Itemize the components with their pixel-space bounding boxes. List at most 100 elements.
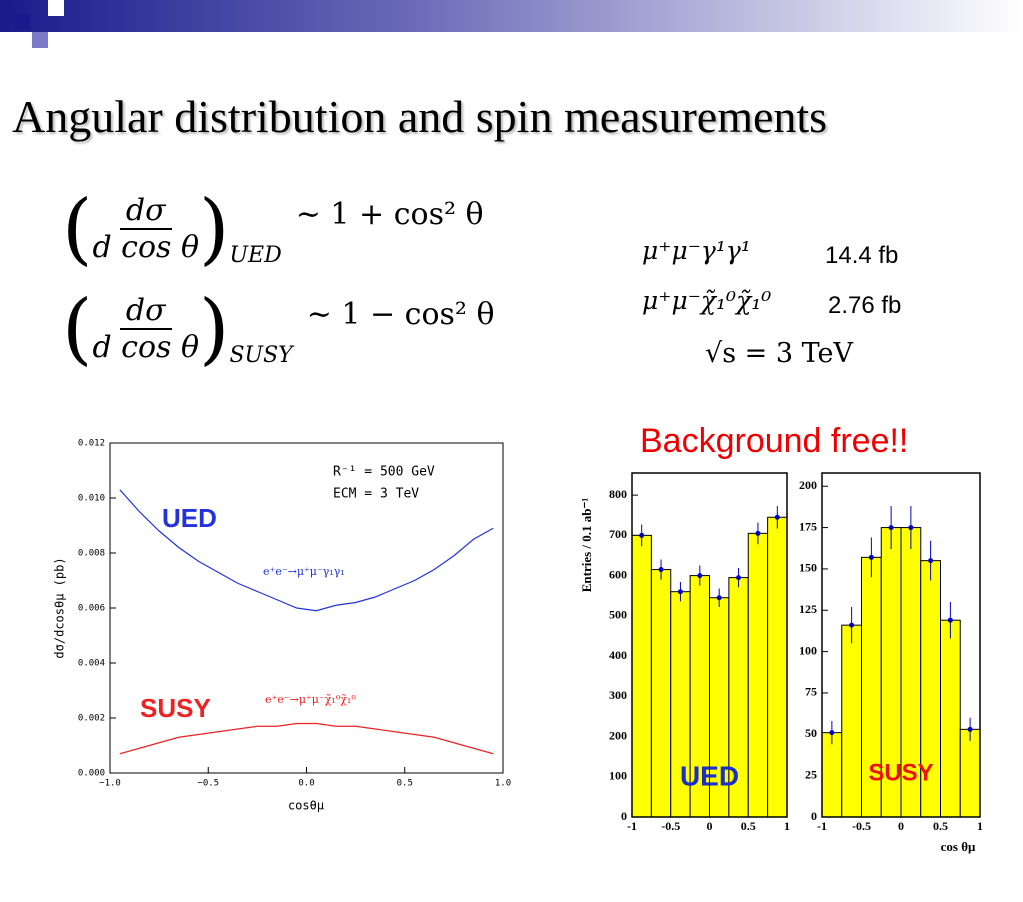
process: μ⁺μ⁻χ̃₁⁰χ̃₁⁰ — [642, 286, 772, 315]
x-tick-label: -1 — [627, 819, 637, 833]
data-point — [928, 558, 934, 564]
y-axis-label: Entries / 0.1 ab⁻¹ — [579, 498, 594, 593]
data-point — [849, 622, 855, 628]
bar — [747, 532, 769, 818]
y-tick-label: 75 — [805, 685, 817, 699]
bar — [959, 728, 981, 818]
subscript: UED — [229, 243, 282, 268]
bar — [940, 619, 961, 818]
plot-frame — [821, 472, 981, 818]
y-tick-label: 0 — [621, 809, 627, 823]
bar — [767, 516, 788, 818]
y-tick-label: 25 — [805, 767, 817, 781]
denominator: d cos θ — [92, 330, 200, 365]
data-point — [736, 575, 742, 581]
plot-frame — [109, 442, 504, 774]
y-axis-label: dσ/dcosθμ (pb) — [53, 557, 67, 658]
y-tick-label: 600 — [609, 567, 627, 581]
chart-label: UED — [680, 760, 739, 791]
annotation: R⁻¹ = 500 GeV — [333, 465, 435, 480]
subscript: SUSY — [229, 343, 293, 368]
y-tick-label: 125 — [799, 602, 817, 616]
data-point — [716, 595, 722, 601]
y-tick-label: 400 — [609, 648, 627, 662]
bar — [650, 569, 672, 818]
formula: (dσ d cos θ) UED ∼ 1 + cos² θ — [62, 184, 484, 274]
y-tick-label: 100 — [609, 769, 627, 783]
y-tick-label: 0 — [811, 809, 817, 823]
bar — [841, 624, 862, 818]
x-tick-label: 0.5 — [933, 819, 948, 833]
data-point — [697, 573, 703, 579]
x-axis-label: cos θμ — [941, 839, 976, 854]
y-tick-label: 175 — [799, 519, 817, 533]
chart-label: SUSY — [868, 759, 933, 786]
data-line — [119, 489, 494, 612]
y-tick-label: 0.006 — [78, 604, 105, 614]
data-point — [888, 525, 894, 531]
title: Angular distribution and spin measuremen… — [12, 91, 828, 142]
x-tick-label: −1.0 — [99, 779, 121, 789]
bar — [631, 534, 652, 818]
series-label: UED — [162, 503, 217, 533]
callout: Background free!! — [640, 422, 909, 460]
y-tick-label: 200 — [609, 728, 627, 742]
y-tick-label: 100 — [799, 643, 817, 657]
formula: (dσ d cos θ) SUSY ∼ 1 − cos² θ — [62, 284, 495, 374]
cross-section: 2.76 fb — [828, 292, 902, 319]
data-point — [829, 730, 835, 736]
x-tick-label: 1.0 — [495, 779, 511, 789]
x-tick-label: 0 — [707, 819, 713, 833]
process: μ⁺μ⁻γ¹γ¹ — [642, 236, 751, 265]
data-point — [868, 554, 874, 560]
data-point — [908, 525, 914, 531]
data-point — [774, 514, 780, 520]
energy: √s = 3 TeV — [705, 338, 853, 369]
x-tick-label: -0.5 — [661, 819, 680, 833]
series-label: SUSY — [140, 693, 211, 723]
y-tick-label: 0.010 — [78, 494, 105, 504]
y-tick-label: 500 — [609, 608, 627, 622]
x-tick-label: 0 — [898, 819, 904, 833]
y-tick-label: 0.000 — [78, 769, 105, 779]
y-tick-label: 700 — [609, 527, 627, 541]
bar — [821, 732, 843, 818]
y-tick-label: 0.004 — [78, 659, 105, 669]
relation: ∼ 1 + cos² θ — [295, 196, 484, 232]
data-point — [967, 726, 973, 732]
data-point — [658, 567, 664, 573]
x-tick-label: 1 — [977, 819, 983, 833]
relation: ∼ 1 − cos² θ — [306, 296, 495, 332]
x-tick-label: -0.5 — [852, 819, 871, 833]
y-tick-label: 300 — [609, 688, 627, 702]
y-tick-label: 0.008 — [78, 549, 105, 559]
data-point — [947, 617, 953, 623]
header-bar — [0, 0, 1023, 32]
y-tick-label: 150 — [799, 561, 817, 575]
x-tick-label: −0.5 — [197, 779, 219, 789]
deco — [14, 14, 30, 30]
data-point — [677, 589, 683, 595]
x-tick-label: 0.5 — [397, 779, 413, 789]
y-tick-label: 50 — [805, 726, 817, 740]
x-axis-label: cosθμ — [288, 799, 324, 813]
x-tick-label: 1 — [784, 819, 790, 833]
y-tick-label: 0.012 — [78, 439, 105, 449]
data-line — [119, 722, 494, 755]
y-tick-label: 800 — [609, 487, 627, 501]
numerator: dσ — [119, 293, 172, 330]
deco — [32, 32, 48, 48]
data-point — [639, 532, 645, 538]
y-tick-label: 200 — [799, 478, 817, 492]
annotation: ECM = 3 TeV — [333, 487, 419, 502]
cross-section: 14.4 fb — [825, 242, 899, 269]
x-tick-label: -1 — [817, 819, 827, 833]
y-tick-label: 0.002 — [78, 714, 105, 724]
data-point — [755, 530, 761, 536]
x-tick-label: 0.0 — [298, 779, 314, 789]
deco — [48, 0, 64, 16]
denominator: d cos θ — [92, 230, 200, 265]
numerator: dσ — [119, 193, 172, 230]
